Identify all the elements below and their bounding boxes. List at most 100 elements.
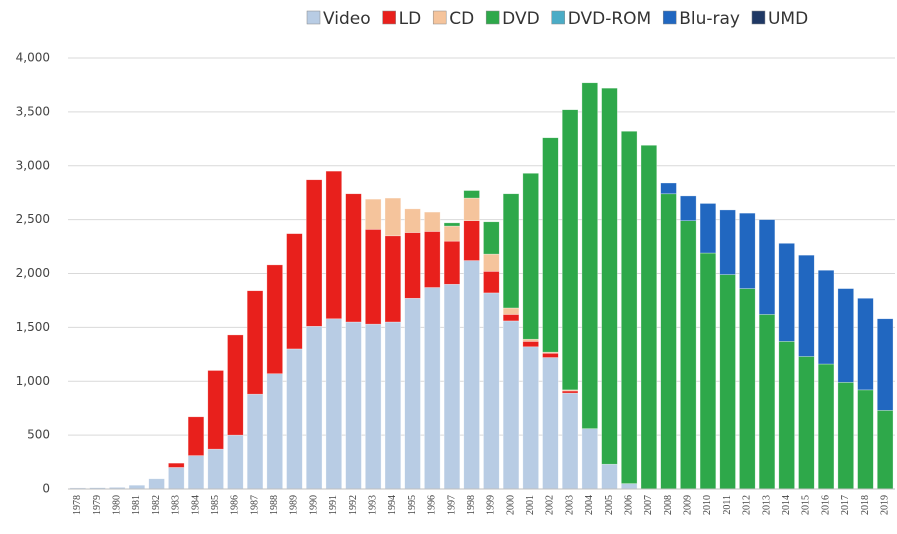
bar-segment: [857, 297, 874, 391]
y-tick-label: 1,500: [16, 320, 50, 334]
bar-segment: [483, 253, 500, 272]
legend-swatch: [751, 10, 766, 25]
bar-segment: [561, 392, 579, 490]
bar-segment: [227, 334, 244, 436]
x-tick-label: 1992: [348, 495, 359, 515]
bar-segment: [345, 193, 362, 323]
legend-swatch: [485, 10, 500, 25]
bar-segment: [305, 325, 323, 490]
bar-segment: [443, 283, 461, 490]
bar-segment: [404, 297, 421, 490]
x-tick-label: 2002: [545, 495, 556, 515]
x-tick-label: 2001: [525, 495, 536, 515]
x-tick-label: 2000: [505, 495, 516, 515]
x-tick-label: 1991: [328, 495, 339, 515]
x-tick-label: 2009: [683, 495, 694, 515]
bar-segment: [561, 109, 579, 391]
bar-segment: [227, 434, 244, 490]
x-tick-label: 1997: [446, 495, 457, 515]
x-tick-label: 2010: [702, 495, 713, 515]
x-tick-label: 1995: [407, 495, 418, 515]
bar-segment: [463, 220, 480, 261]
x-tick-label: 1987: [249, 495, 260, 515]
bar-segment: [345, 321, 362, 490]
x-tick-label: 2006: [623, 495, 634, 515]
legend-swatch: [662, 10, 677, 25]
x-tick-label: 1978: [72, 495, 83, 515]
bar-segment: [443, 225, 461, 242]
bar-segment: [640, 144, 658, 490]
bar-segment: [424, 287, 441, 490]
bar-segment: [621, 483, 638, 490]
x-tick-label: 1999: [486, 495, 497, 515]
bar-segment: [837, 288, 854, 383]
bar-segment: [798, 356, 815, 490]
x-tick-label: 2004: [584, 495, 595, 515]
bar-segment: [601, 87, 618, 465]
x-tick-label: 2017: [840, 495, 851, 515]
x-tick-label: 1986: [230, 495, 241, 515]
bar-segment: [778, 243, 795, 342]
x-tick-label: 1998: [466, 495, 477, 515]
x-tick-label: 2003: [564, 495, 575, 515]
bar-segment: [739, 212, 756, 289]
x-tick-label: 2019: [879, 495, 890, 515]
x-tick-label: 2014: [781, 495, 792, 515]
bar-segment: [365, 229, 382, 325]
x-tick-label: 2018: [860, 495, 871, 515]
bar-segment: [660, 193, 677, 490]
bar-segment: [699, 252, 717, 490]
legend-swatch: [382, 10, 396, 25]
bar-segment: [719, 209, 736, 275]
legend-label: CD: [449, 9, 474, 29]
bar-segment: [266, 373, 283, 490]
bar-segment: [719, 274, 736, 490]
bar-segment: [561, 390, 579, 394]
bar-segment: [384, 197, 402, 237]
bar-segment: [325, 170, 342, 320]
bar-segment: [187, 455, 205, 490]
legend-label: Video: [323, 9, 371, 29]
bar-segment: [483, 271, 500, 294]
bar-segment: [876, 410, 894, 490]
bar-segment: [404, 232, 421, 299]
x-tick-label: 1980: [112, 495, 123, 515]
legend-swatch: [551, 10, 565, 25]
x-tick-label: 1989: [289, 495, 300, 515]
bar-segment: [778, 341, 795, 490]
x-tick-label: 2016: [820, 495, 831, 515]
x-tick-label: 2013: [761, 495, 772, 515]
bar-segment: [817, 269, 835, 365]
bar-segment: [384, 235, 402, 323]
y-tick-label: 500: [27, 428, 50, 442]
y-tick-label: 3,000: [16, 158, 50, 172]
x-tick-label: 1988: [269, 495, 280, 515]
y-tick-label: 3,500: [16, 104, 50, 118]
bar-segment: [502, 314, 520, 322]
x-tick-label: 2007: [643, 495, 654, 515]
bar-segment: [207, 448, 224, 490]
bar-segment: [699, 203, 717, 254]
bar-segment: [424, 231, 441, 288]
bar-segment: [542, 357, 559, 490]
x-tick-label: 1983: [171, 495, 182, 515]
bar-segment: [404, 208, 421, 233]
bar-segment: [463, 197, 480, 222]
x-tick-label: 1981: [131, 495, 142, 515]
x-tick-label: 2005: [604, 495, 615, 515]
x-tick-label: 1994: [387, 495, 398, 515]
bar-segment: [817, 363, 835, 490]
bar-segment: [522, 341, 539, 348]
bar-segment: [542, 137, 559, 353]
bar-segment: [128, 484, 146, 490]
x-tick-label: 2012: [742, 495, 753, 515]
bar-segment: [384, 321, 402, 490]
x-tick-label: 1979: [92, 495, 103, 515]
bar-segment: [424, 211, 441, 232]
bar-segment: [365, 198, 382, 230]
bar-segment: [581, 82, 598, 429]
x-tick-label: 1990: [308, 495, 319, 515]
bar-segment: [581, 428, 598, 490]
bar-segment: [837, 382, 854, 490]
y-tick-label: 4,000: [16, 51, 50, 65]
